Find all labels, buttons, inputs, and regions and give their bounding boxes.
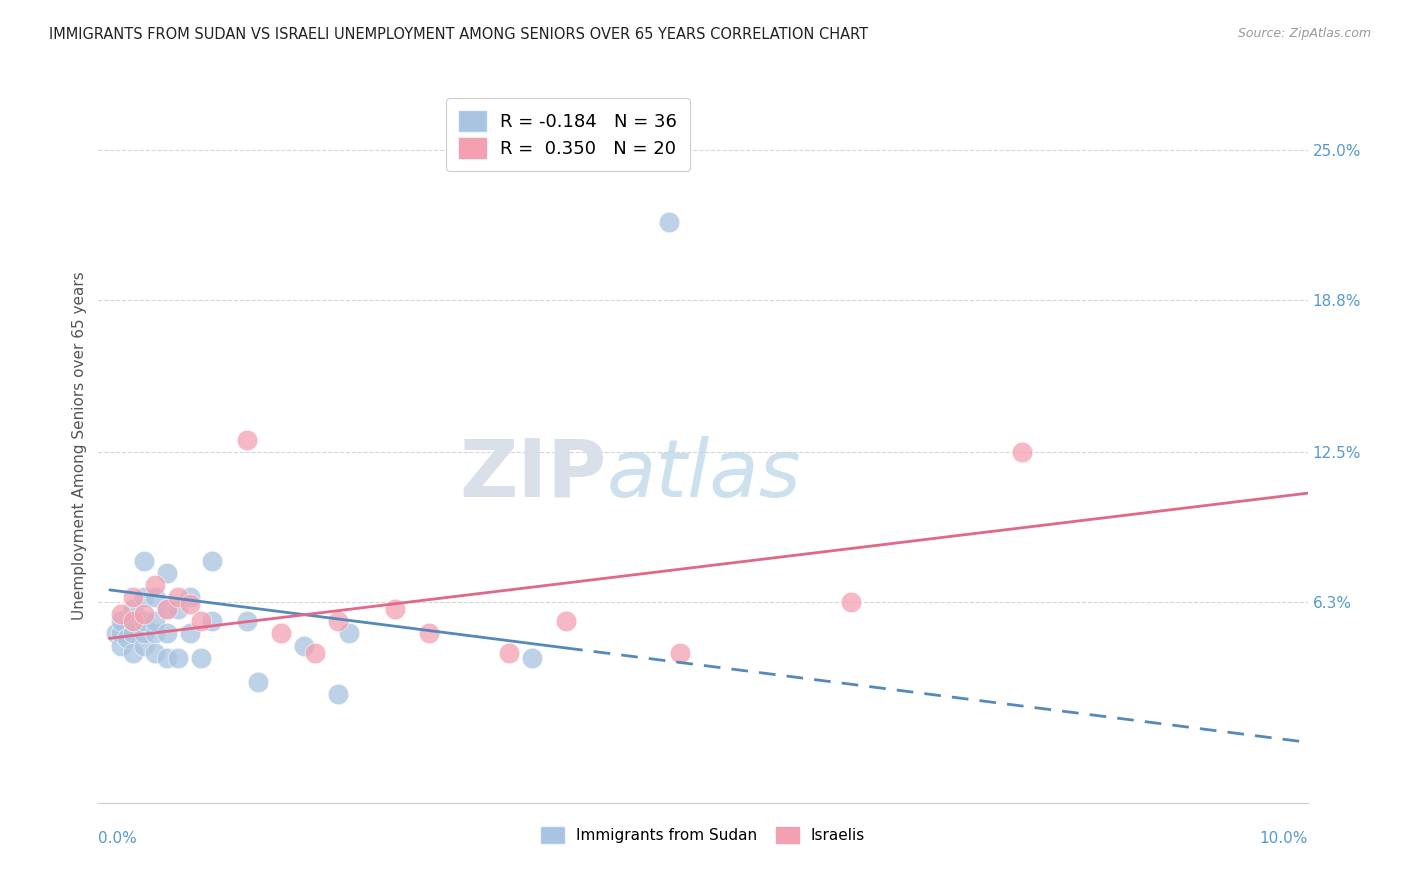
Point bbox=[156, 566, 179, 580]
Point bbox=[498, 646, 520, 660]
Point bbox=[121, 590, 143, 604]
Point bbox=[121, 615, 143, 629]
Point bbox=[132, 554, 155, 568]
Point bbox=[292, 639, 315, 653]
Point bbox=[190, 650, 212, 665]
Point bbox=[201, 615, 224, 629]
Point bbox=[156, 602, 179, 616]
Point bbox=[110, 615, 132, 629]
Text: atlas: atlas bbox=[606, 435, 801, 514]
Point bbox=[179, 626, 201, 640]
Text: 10.0%: 10.0% bbox=[1260, 831, 1308, 847]
Point bbox=[156, 602, 179, 616]
Point bbox=[201, 554, 224, 568]
Legend: Immigrants from Sudan, Israelis: Immigrants from Sudan, Israelis bbox=[531, 818, 875, 852]
Point bbox=[121, 646, 143, 660]
Point bbox=[326, 687, 349, 701]
Text: ZIP: ZIP bbox=[458, 435, 606, 514]
Point bbox=[179, 598, 201, 612]
Point bbox=[384, 602, 406, 616]
Point bbox=[110, 626, 132, 640]
Point bbox=[115, 632, 138, 646]
Point bbox=[145, 578, 167, 592]
Point bbox=[179, 590, 201, 604]
Point bbox=[121, 615, 143, 629]
Point bbox=[190, 615, 212, 629]
Point bbox=[669, 646, 692, 660]
Point bbox=[1011, 445, 1033, 459]
Point bbox=[167, 650, 190, 665]
Point bbox=[121, 602, 143, 616]
Point bbox=[132, 607, 155, 621]
Point bbox=[304, 646, 326, 660]
Text: Source: ZipAtlas.com: Source: ZipAtlas.com bbox=[1237, 27, 1371, 40]
Point bbox=[104, 626, 127, 640]
Point bbox=[167, 602, 190, 616]
Point bbox=[156, 626, 179, 640]
Text: IMMIGRANTS FROM SUDAN VS ISRAELI UNEMPLOYMENT AMONG SENIORS OVER 65 YEARS CORREL: IMMIGRANTS FROM SUDAN VS ISRAELI UNEMPLO… bbox=[49, 27, 869, 42]
Point bbox=[167, 590, 190, 604]
Point bbox=[132, 615, 155, 629]
Point bbox=[337, 626, 360, 640]
Point bbox=[121, 626, 143, 640]
Point bbox=[418, 626, 440, 640]
Point bbox=[110, 607, 132, 621]
Point bbox=[145, 626, 167, 640]
Point bbox=[132, 590, 155, 604]
Point bbox=[110, 639, 132, 653]
Point bbox=[156, 650, 179, 665]
Point bbox=[326, 615, 349, 629]
Point bbox=[247, 674, 270, 689]
Point bbox=[145, 615, 167, 629]
Point bbox=[555, 615, 578, 629]
Text: 0.0%: 0.0% bbox=[98, 831, 138, 847]
Point bbox=[270, 626, 292, 640]
Point bbox=[658, 215, 681, 229]
Point bbox=[235, 615, 257, 629]
Point bbox=[839, 595, 862, 609]
Point bbox=[520, 650, 543, 665]
Point bbox=[132, 639, 155, 653]
Point bbox=[145, 646, 167, 660]
Point bbox=[145, 590, 167, 604]
Point bbox=[132, 626, 155, 640]
Point bbox=[235, 433, 257, 447]
Y-axis label: Unemployment Among Seniors over 65 years: Unemployment Among Seniors over 65 years bbox=[72, 272, 87, 620]
